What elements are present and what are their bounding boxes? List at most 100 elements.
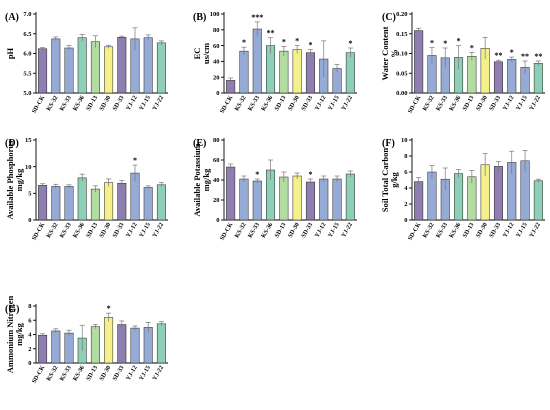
x-tick-label-c: KS-33 xyxy=(435,95,449,113)
x-tick-label-g: KS-32 xyxy=(45,365,59,383)
x-tick-label-d: SD-30 xyxy=(98,222,112,240)
y-axis-unit-d: mg/kg xyxy=(14,168,24,191)
significance-label-b: * xyxy=(348,39,352,48)
significance-label-b: *** xyxy=(251,13,263,22)
y-axis-unit-c: % xyxy=(389,49,399,58)
y-tick-label-e: 60 xyxy=(213,157,220,164)
bar-g-ks-32 xyxy=(51,330,61,364)
x-tick-label-b: KS-36 xyxy=(260,95,274,113)
x-tick-label-b: YJ-12 xyxy=(314,95,328,112)
bar-b-ks-32 xyxy=(239,50,249,94)
significance-label-c: * xyxy=(430,39,434,48)
y-tick-label-f: 10 xyxy=(401,137,408,144)
bar-e-yj-22 xyxy=(345,173,355,221)
x-tick-label-g: SD-CK xyxy=(31,364,47,384)
x-tick-label-g: YJ-15 xyxy=(138,365,152,382)
y-tick-label-e: 80 xyxy=(213,137,220,144)
bar-g-sd-13 xyxy=(90,326,100,364)
y-tick-label-f: 4 xyxy=(404,185,408,192)
x-tick-label-g: SD-30 xyxy=(98,365,112,383)
x-tick-label-g: YJ-22 xyxy=(151,365,165,382)
significance-label-g: * xyxy=(107,304,111,313)
y-tick-label-g: 4 xyxy=(28,332,32,339)
bar-d-sd-33 xyxy=(117,182,127,221)
bar-a-ks-36 xyxy=(77,37,87,94)
bar-e-sd-ck xyxy=(226,166,236,221)
x-tick-label-c: SD-CK xyxy=(407,94,423,114)
x-tick-label-a: YJ-12 xyxy=(125,95,139,112)
bar-g-yj-22 xyxy=(156,323,166,364)
x-tick-label-c: YJ-12 xyxy=(502,95,516,112)
significance-label-c: * xyxy=(470,43,474,52)
x-tick-label-e: KS-33 xyxy=(247,222,261,240)
x-tick-label-c: SD-33 xyxy=(488,95,502,113)
bar-a-sd-30 xyxy=(104,46,114,94)
x-tick-label-d: KS-32 xyxy=(45,222,59,240)
bar-g-sd-30 xyxy=(104,317,114,364)
y-tick-label-d: 10 xyxy=(25,164,32,171)
bar-a-sd-ck xyxy=(38,48,48,94)
x-tick-label-c: YJ-22 xyxy=(528,95,542,112)
bar-a-yj-22 xyxy=(156,42,166,94)
y-axis-title-e: Available Potassium xyxy=(192,143,202,216)
x-tick-label-c: KS-32 xyxy=(421,95,435,113)
y-axis-unit-b: us/cm xyxy=(201,43,211,64)
bar-f-yj-22 xyxy=(533,180,543,221)
y-axis-unit-e: mg/kg xyxy=(201,168,211,191)
significance-label-c: * xyxy=(443,39,447,48)
x-tick-label-e: YJ-15 xyxy=(327,222,341,239)
x-tick-label-e: SD-30 xyxy=(287,222,301,240)
bar-f-ks-32 xyxy=(427,171,437,221)
bar-c-sd-33 xyxy=(493,61,503,94)
x-tick-label-d: SD-CK xyxy=(31,221,47,241)
bar-e-yj-12 xyxy=(319,178,329,221)
x-tick-label-g: SD-13 xyxy=(85,365,99,383)
bar-g-sd-ck xyxy=(38,334,48,364)
y-tick-label-e: 0 xyxy=(216,217,219,224)
bar-b-sd-30 xyxy=(292,49,302,94)
y-tick-label-a: 6.0 xyxy=(23,51,31,58)
y-tick-label-f: 2 xyxy=(404,201,407,208)
significance-label-b: * xyxy=(308,41,312,50)
y-tick-label-a: 5.5 xyxy=(23,70,32,77)
x-tick-label-c: KS-36 xyxy=(448,95,462,113)
bar-g-yj-12 xyxy=(130,327,140,364)
x-tick-label-b: KS-33 xyxy=(247,95,261,113)
x-tick-label-f: KS-36 xyxy=(448,222,462,240)
y-tick-label-d: 0 xyxy=(28,217,31,224)
y-tick-label-e: 20 xyxy=(213,197,220,204)
bar-a-sd-33 xyxy=(117,37,127,94)
x-tick-label-c: SD-30 xyxy=(475,95,489,113)
significance-label-e: * xyxy=(308,170,312,179)
bar-e-yj-15 xyxy=(332,178,342,221)
y-tick-label-b: 60 xyxy=(213,43,220,50)
x-tick-label-a: KS-36 xyxy=(72,95,86,113)
y-tick-label-f: 0 xyxy=(404,217,407,224)
x-tick-label-f: SD-CK xyxy=(407,221,423,241)
x-tick-label-g: KS-36 xyxy=(72,365,86,383)
panel-label-g: (G) xyxy=(5,304,19,315)
x-tick-label-g: YJ-12 xyxy=(125,365,139,382)
bar-f-sd-ck xyxy=(414,181,424,221)
y-tick-label-b: 20 xyxy=(213,74,220,81)
bar-c-yj-12 xyxy=(507,59,517,94)
y-tick-label-b: 0 xyxy=(216,90,219,97)
bar-e-sd-13 xyxy=(279,176,289,221)
x-tick-label-f: KS-33 xyxy=(435,222,449,240)
bar-a-ks-33 xyxy=(64,47,74,94)
significance-label-b: * xyxy=(242,38,246,47)
x-tick-label-e: YJ-12 xyxy=(314,222,328,239)
y-tick-label-f: 6 xyxy=(404,169,408,176)
y-axis-unit-g: mg/kg xyxy=(14,322,24,345)
bar-d-sd-30 xyxy=(104,182,114,221)
x-tick-label-c: SD-13 xyxy=(461,95,475,113)
x-tick-label-a: SD-33 xyxy=(111,95,125,113)
x-tick-label-f: SD-13 xyxy=(461,222,475,240)
significance-label-b: ** xyxy=(267,29,275,38)
x-tick-label-f: SD-30 xyxy=(475,222,489,240)
panel-label-e: (E) xyxy=(193,138,206,149)
y-tick-label-e: 40 xyxy=(213,177,220,184)
panel-label-a: (A) xyxy=(5,12,19,23)
x-tick-label-g: SD-33 xyxy=(111,365,125,383)
